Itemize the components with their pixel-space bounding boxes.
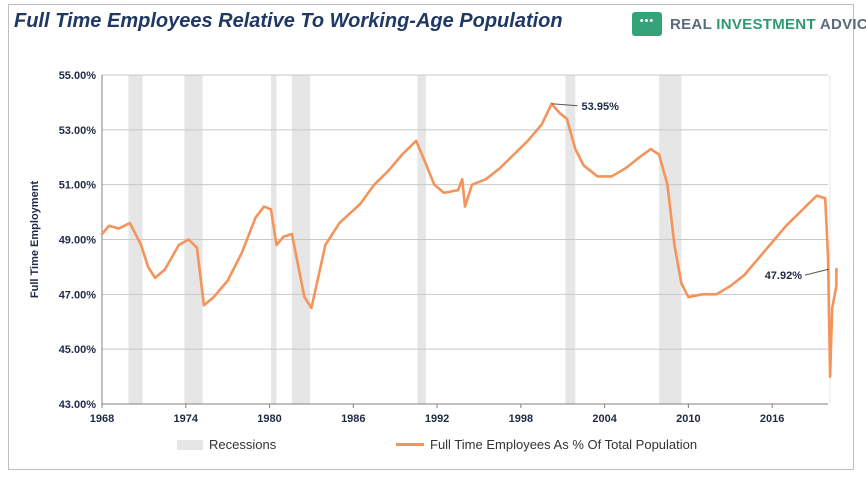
legend-recessions: Recessions xyxy=(177,437,276,452)
annotation-peak-label: 53.95% xyxy=(582,101,620,113)
x-tick-label: 1974 xyxy=(174,413,199,425)
x-tick-label: 2004 xyxy=(592,413,617,425)
brand-name: REAL INVESTMENT ADVICE xyxy=(670,16,866,33)
annotations: 53.95% 47.92% xyxy=(551,101,830,282)
recession-band xyxy=(829,75,831,404)
gridlines xyxy=(102,74,828,405)
annotation-leader-peak xyxy=(551,103,578,107)
annotation-latest-label: 47.92% xyxy=(765,270,803,282)
brand-name-part1: REAL xyxy=(670,15,717,33)
y-axis-label: Full Time Employment xyxy=(29,181,41,298)
y-tick-label: 53.00% xyxy=(59,125,97,137)
brand-name-part2: INVESTMENT xyxy=(716,15,816,33)
brand-name-part3: ADVICE xyxy=(819,15,866,33)
y-tick-label: 43.00% xyxy=(59,399,97,411)
brand-logo-block: REAL INVESTMENT ADVICE xyxy=(632,12,866,36)
series-group xyxy=(100,102,838,378)
x-tick-label: 1986 xyxy=(341,413,365,425)
legend-label-series: Full Time Employees As % Of Total Popula… xyxy=(430,437,698,452)
page-title: Full Time Employees Relative To Working-… xyxy=(14,10,563,32)
x-tick-label: 1992 xyxy=(425,413,449,425)
chart-frame xyxy=(8,4,854,470)
x-tick-label: 2010 xyxy=(676,413,700,425)
y-tick-label: 51.00% xyxy=(59,180,97,192)
y-tick-label: 49.00% xyxy=(59,235,97,247)
series-line xyxy=(100,102,838,378)
annotation-leader-latest xyxy=(804,268,830,276)
legend-series: Full Time Employees As % Of Total Popula… xyxy=(396,437,697,452)
y-tick-label: 45.00% xyxy=(59,344,97,356)
x-tick-label: 1980 xyxy=(257,413,281,425)
x-tick-label: 1998 xyxy=(509,413,533,425)
x-tick-label: 2016 xyxy=(760,413,784,425)
legend-swatch-series xyxy=(396,443,424,446)
brand-logo-icon xyxy=(632,12,662,36)
legend-label-recessions: Recessions xyxy=(209,437,277,452)
y-tick-label: 55.00% xyxy=(59,70,97,82)
legend-swatch-recessions xyxy=(177,439,203,450)
y-tick-label: 47.00% xyxy=(59,289,97,301)
x-tick-label: 1968 xyxy=(90,413,114,425)
axes: 43.00% 45.00% 47.00% 49.00% 51.00% 53.00% 55.0… xyxy=(59,70,828,425)
